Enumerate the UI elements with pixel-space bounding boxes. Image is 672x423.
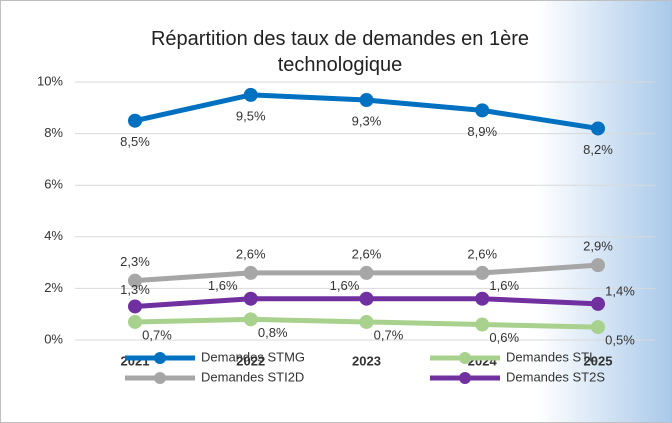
- marker: [591, 320, 605, 335]
- y-tick-label: 0%: [44, 331, 63, 346]
- marker: [591, 258, 605, 273]
- data-label: 0,8%: [258, 325, 288, 340]
- legend-marker: [459, 352, 471, 364]
- marker: [475, 265, 490, 280]
- marker: [243, 87, 258, 102]
- x-tick-label: 2022: [236, 353, 265, 368]
- data-label: 2,9%: [583, 239, 613, 254]
- legend-label: Demandes STL: [506, 349, 596, 364]
- data-label: 2,6%: [352, 246, 382, 261]
- marker: [475, 103, 490, 118]
- chart-title: Répartition des taux de demandes en 1ère…: [150, 28, 530, 76]
- legend-marker: [154, 372, 166, 384]
- data-label: 8,9%: [467, 124, 497, 139]
- data-label: 2,3%: [120, 254, 150, 269]
- legend-marker: [154, 352, 166, 364]
- marker: [591, 296, 605, 311]
- marker: [243, 265, 258, 280]
- y-tick-label: 4%: [44, 228, 63, 243]
- data-label: 1,6%: [208, 278, 238, 293]
- data-label: 8,5%: [120, 134, 150, 149]
- legend-marker: [459, 372, 471, 384]
- legend-label: Demandes STI2D: [201, 369, 304, 384]
- marker: [128, 314, 142, 329]
- data-label: 9,5%: [236, 108, 266, 123]
- y-tick-label: 10%: [37, 73, 63, 88]
- data-label: 1,6%: [489, 278, 519, 293]
- data-label: 2,6%: [236, 246, 266, 261]
- marker: [128, 273, 142, 288]
- legend-label: Demandes ST2S: [506, 369, 605, 384]
- y-tick-label: 2%: [44, 280, 63, 295]
- marker: [359, 314, 374, 329]
- marker: [359, 265, 374, 280]
- data-label: 1,4%: [605, 283, 635, 298]
- marker: [243, 312, 258, 327]
- marker: [128, 113, 142, 128]
- marker: [591, 121, 605, 136]
- marker: [359, 291, 374, 306]
- data-label: 1,3%: [120, 282, 150, 297]
- marker: [475, 317, 490, 332]
- marker: [475, 291, 490, 306]
- marker: [128, 299, 142, 314]
- data-label: 1,6%: [330, 278, 360, 293]
- data-label: 0,5%: [605, 333, 635, 348]
- x-tick-label: 2025: [584, 353, 613, 368]
- y-tick-label: 8%: [44, 125, 63, 140]
- marker: [359, 93, 374, 108]
- y-tick-label: 6%: [44, 177, 63, 192]
- x-tick-label: 2023: [352, 353, 381, 368]
- marker: [243, 291, 258, 306]
- data-label: 2,6%: [467, 246, 497, 261]
- data-label: 0,6%: [489, 330, 519, 345]
- data-label: 0,7%: [142, 327, 172, 342]
- data-label: 9,3%: [352, 113, 382, 128]
- data-label: 8,2%: [583, 142, 613, 157]
- legend-label: Demandes STMG: [201, 349, 305, 364]
- data-label: 0,7%: [374, 327, 404, 342]
